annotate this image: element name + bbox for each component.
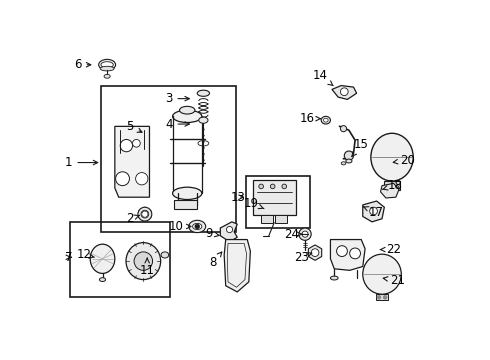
Circle shape [341, 88, 348, 95]
Bar [174, 199, 197, 209]
Text: 17: 17 [364, 206, 384, 219]
Circle shape [141, 210, 149, 218]
Text: 14: 14 [313, 69, 333, 86]
Text: 19: 19 [244, 197, 264, 210]
Ellipse shape [126, 243, 161, 280]
Circle shape [202, 147, 204, 149]
Bar [376, 294, 388, 300]
Circle shape [202, 135, 204, 136]
Circle shape [337, 246, 347, 256]
Text: 10: 10 [169, 220, 191, 233]
Text: 9: 9 [205, 227, 219, 240]
Circle shape [311, 249, 319, 256]
Bar [101, 86, 236, 232]
Circle shape [202, 129, 204, 130]
Circle shape [394, 186, 399, 190]
Text: 6: 6 [74, 58, 91, 71]
Ellipse shape [179, 106, 195, 114]
Ellipse shape [321, 116, 330, 124]
Text: 12: 12 [76, 248, 95, 261]
Text: 1: 1 [65, 156, 98, 169]
Text: 22: 22 [380, 243, 401, 256]
Circle shape [195, 224, 199, 229]
Polygon shape [115, 126, 149, 197]
Ellipse shape [363, 254, 401, 294]
Circle shape [202, 159, 204, 161]
Circle shape [133, 139, 140, 147]
Polygon shape [330, 239, 365, 270]
Text: 18: 18 [382, 179, 403, 192]
Polygon shape [363, 201, 384, 222]
Text: 23: 23 [294, 251, 312, 264]
Circle shape [344, 151, 354, 160]
Circle shape [270, 184, 275, 189]
Text: 15: 15 [352, 138, 368, 157]
Ellipse shape [161, 252, 169, 258]
Circle shape [259, 184, 264, 189]
Ellipse shape [98, 59, 116, 70]
Bar [70, 222, 171, 297]
Ellipse shape [193, 223, 202, 230]
Polygon shape [220, 222, 237, 242]
Ellipse shape [371, 133, 413, 181]
Circle shape [341, 126, 346, 132]
Circle shape [120, 139, 132, 152]
Ellipse shape [330, 276, 338, 280]
Circle shape [202, 153, 204, 155]
Text: 4: 4 [165, 118, 189, 131]
Circle shape [369, 207, 377, 215]
Circle shape [134, 252, 152, 270]
Text: 7: 7 [65, 251, 73, 264]
Text: 13: 13 [231, 191, 245, 204]
Ellipse shape [346, 159, 352, 163]
Polygon shape [332, 86, 357, 99]
Text: 24: 24 [284, 228, 302, 240]
Circle shape [226, 226, 233, 233]
Ellipse shape [189, 220, 206, 233]
Bar [275, 215, 287, 222]
Ellipse shape [104, 75, 110, 78]
Text: 11: 11 [140, 258, 155, 277]
Ellipse shape [197, 90, 210, 96]
Circle shape [116, 172, 129, 186]
Circle shape [385, 186, 390, 190]
Ellipse shape [199, 117, 208, 123]
Text: 21: 21 [383, 274, 405, 287]
Text: 3: 3 [165, 92, 189, 105]
Circle shape [282, 184, 287, 189]
Text: 8: 8 [209, 252, 222, 269]
Text: 5: 5 [126, 120, 142, 133]
Ellipse shape [90, 244, 115, 274]
Ellipse shape [172, 187, 202, 199]
Polygon shape [381, 183, 399, 198]
Ellipse shape [100, 66, 114, 71]
Text: 2: 2 [126, 212, 140, 225]
Bar [384, 181, 400, 190]
Ellipse shape [341, 162, 346, 165]
Circle shape [138, 207, 152, 221]
Bar [261, 215, 273, 222]
Circle shape [350, 248, 361, 259]
Text: 16: 16 [300, 112, 320, 125]
Text: 20: 20 [393, 154, 415, 167]
Ellipse shape [101, 62, 113, 68]
Ellipse shape [99, 278, 106, 282]
Ellipse shape [172, 110, 202, 122]
Bar [245, 176, 311, 228]
Circle shape [142, 211, 148, 217]
Ellipse shape [323, 118, 328, 122]
Polygon shape [224, 239, 250, 292]
Circle shape [299, 228, 311, 240]
Bar [253, 180, 296, 215]
Circle shape [202, 141, 204, 143]
Circle shape [377, 295, 381, 299]
Circle shape [302, 231, 308, 237]
Circle shape [136, 172, 148, 185]
Circle shape [383, 295, 387, 299]
